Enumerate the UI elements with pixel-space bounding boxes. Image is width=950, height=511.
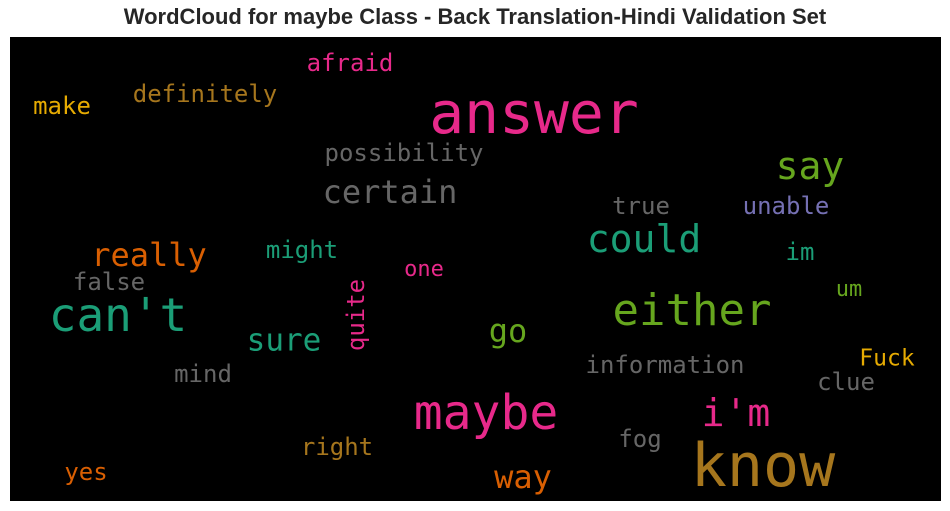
word-information: information [585, 351, 745, 379]
word-im: im [785, 238, 815, 266]
word-true: true [612, 192, 670, 220]
word-unable: unable [742, 192, 830, 220]
word-know: know [690, 431, 836, 501]
word-false: false [72, 268, 146, 296]
word-fog: fog [618, 425, 662, 453]
word-sure: sure [246, 322, 322, 359]
word-maybe: maybe [413, 385, 559, 441]
word-could: could [586, 217, 702, 261]
word-way: way [494, 458, 552, 496]
word-go: go [488, 312, 528, 350]
word-clue: clue [817, 368, 875, 396]
word-certain: certain [322, 173, 458, 211]
word-definitely: definitely [132, 80, 278, 108]
word-fuck: Fuck [859, 345, 915, 372]
word-possibility: possibility [324, 139, 484, 167]
word-say: say [775, 144, 845, 188]
word-mind: mind [174, 360, 232, 388]
word-one: one [404, 257, 444, 282]
word-afraid: afraid [306, 49, 394, 77]
word-quite: quite [342, 278, 370, 352]
word-cloud-canvas: answer know maybe can't either could say i'm cer… [10, 37, 941, 501]
word-might: might [265, 236, 339, 264]
word-either: either [612, 285, 772, 336]
word-answer: answer [429, 79, 639, 147]
word-right: right [300, 433, 374, 461]
word-cant: can't [48, 288, 188, 342]
word-um: um [835, 277, 863, 302]
chart-title: WordCloud for maybe Class - Back Transla… [123, 4, 827, 29]
word-yes: yes [64, 458, 108, 486]
word-really: really [91, 236, 207, 274]
word-im: i'm [701, 391, 771, 435]
word-make: make [33, 92, 91, 120]
